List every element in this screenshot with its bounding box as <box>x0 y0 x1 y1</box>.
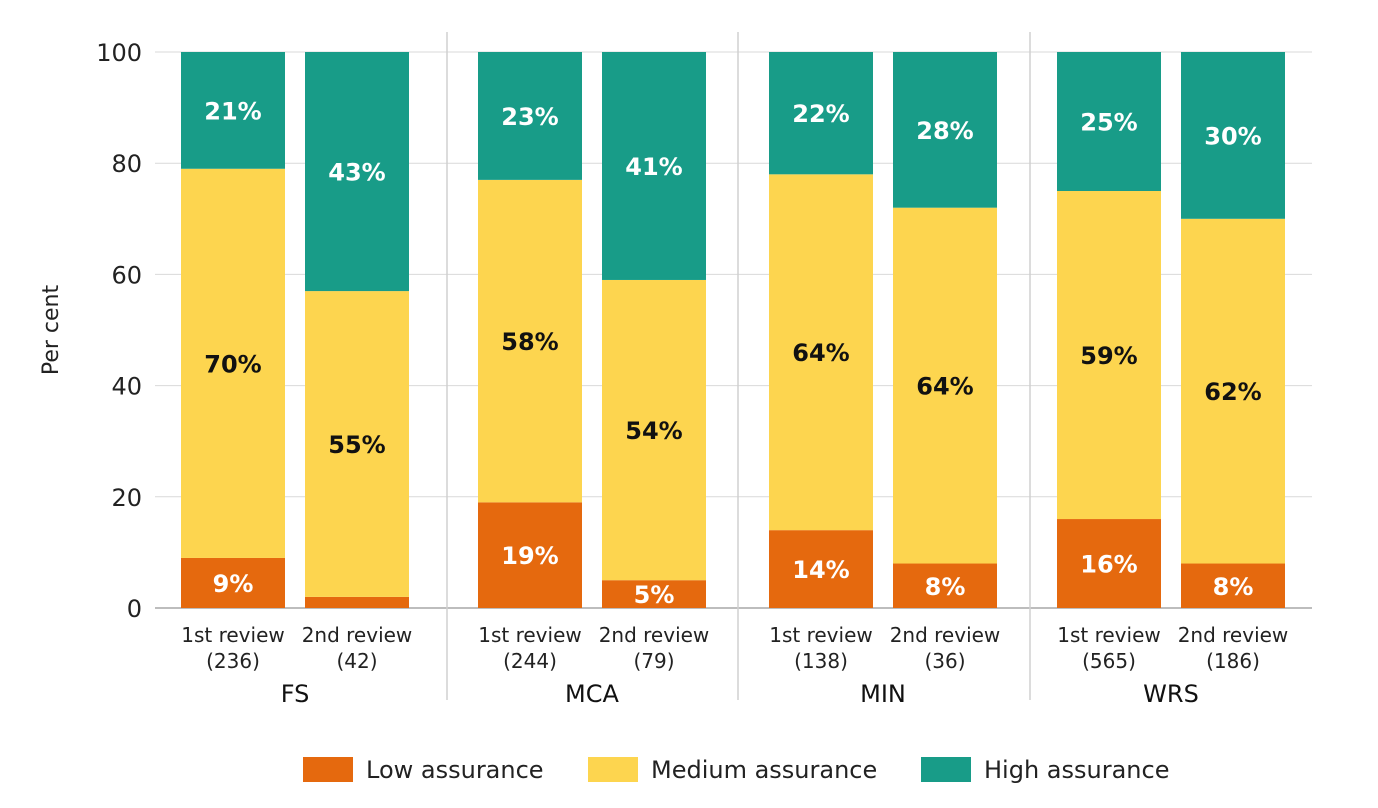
bar-segment-low-assurance <box>1181 563 1285 608</box>
legend-swatch <box>921 757 971 782</box>
legend-label: High assurance <box>984 756 1169 784</box>
data-label: 62% <box>1204 378 1261 406</box>
bar-segment-medium-assurance <box>1181 218 1285 564</box>
bar-segment-low-assurance <box>602 580 706 608</box>
x-tick-label: 1st review <box>769 623 873 647</box>
data-label: 5% <box>634 581 675 609</box>
data-label: 54% <box>625 417 682 445</box>
bar-segment-medium-assurance <box>305 291 409 597</box>
x-tick-label: 2nd review <box>1178 623 1289 647</box>
data-label: 64% <box>916 373 973 401</box>
data-label: 30% <box>1204 122 1261 150</box>
x-tick-count: (42) <box>336 649 377 673</box>
x-tick-label: 2nd review <box>302 623 413 647</box>
data-label: 64% <box>792 339 849 367</box>
legend-label: Low assurance <box>366 756 544 784</box>
data-label: 58% <box>501 328 558 356</box>
data-label: 43% <box>328 159 385 187</box>
group-label: MCA <box>565 680 619 708</box>
data-label: 22% <box>792 100 849 128</box>
bar-segment-medium-assurance <box>893 207 997 564</box>
x-tick-count: (244) <box>503 649 557 673</box>
bar-segment-medium-assurance <box>769 174 873 531</box>
bar-segment-low-assurance <box>478 502 582 608</box>
data-label: 19% <box>501 542 558 570</box>
data-label: 70% <box>204 350 261 378</box>
y-tick-label: 0 <box>127 595 142 623</box>
group-label: WRS <box>1143 680 1199 708</box>
group-label: MIN <box>860 680 906 708</box>
data-label: 9% <box>213 570 254 598</box>
y-axis-label: Per cent <box>39 285 64 376</box>
x-tick-label: 1st review <box>181 623 285 647</box>
bar-segment-high-assurance <box>893 52 997 208</box>
x-tick-label: 2nd review <box>599 623 710 647</box>
bar-segment-low-assurance <box>893 563 997 608</box>
bar-segment-medium-assurance <box>602 279 706 581</box>
bar-segment-high-assurance <box>769 52 873 175</box>
bar-segment-medium-assurance <box>181 168 285 558</box>
x-tick-count: (138) <box>794 649 848 673</box>
y-tick-label: 20 <box>111 484 142 512</box>
data-label: 41% <box>625 153 682 181</box>
bar-segment-medium-assurance <box>478 179 582 503</box>
y-tick-label: 100 <box>96 39 142 67</box>
bar-segment-high-assurance <box>305 52 409 292</box>
data-label: 23% <box>501 103 558 131</box>
group-label: FS <box>281 680 310 708</box>
x-tick-count: (565) <box>1082 649 1136 673</box>
data-label: 8% <box>925 573 966 601</box>
data-label: 25% <box>1080 109 1137 137</box>
data-label: 21% <box>204 97 261 125</box>
data-label: 16% <box>1080 551 1137 579</box>
data-label: 8% <box>1213 573 1254 601</box>
bar-segment-high-assurance <box>1181 52 1285 219</box>
data-label: 59% <box>1080 342 1137 370</box>
data-label: 28% <box>916 117 973 145</box>
bar-segment-low-assurance <box>305 596 409 608</box>
data-label: 55% <box>328 431 385 459</box>
x-tick-count: (186) <box>1206 649 1260 673</box>
bar-segment-high-assurance <box>181 52 285 169</box>
legend-swatch <box>588 757 638 782</box>
data-label: 14% <box>792 556 849 584</box>
y-tick-label: 60 <box>111 261 142 289</box>
bar-segment-low-assurance <box>181 557 285 608</box>
y-tick-label: 80 <box>111 150 142 178</box>
x-tick-label: 2nd review <box>890 623 1001 647</box>
bar-segment-high-assurance <box>602 52 706 280</box>
y-tick-label: 40 <box>111 373 142 401</box>
bar-segment-low-assurance <box>769 530 873 608</box>
bar-segment-medium-assurance <box>1057 191 1161 520</box>
legend-label: Medium assurance <box>651 756 877 784</box>
bar-segment-high-assurance <box>478 52 582 180</box>
legend-swatch <box>303 757 353 782</box>
x-tick-count: (79) <box>633 649 674 673</box>
x-tick-label: 1st review <box>1057 623 1161 647</box>
x-tick-count: (236) <box>206 649 260 673</box>
bar-segment-high-assurance <box>1057 52 1161 191</box>
bar-segment-low-assurance <box>1057 519 1161 608</box>
x-tick-label: 1st review <box>478 623 582 647</box>
x-tick-count: (36) <box>924 649 965 673</box>
